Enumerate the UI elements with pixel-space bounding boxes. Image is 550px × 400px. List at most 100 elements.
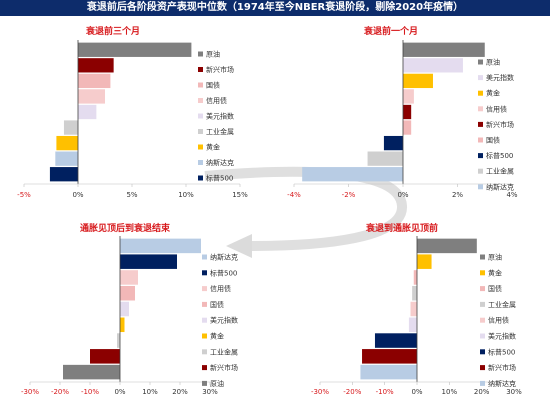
legend-label-d-工业金属: 工业金属 (488, 300, 516, 309)
bar-a-标普500 (49, 167, 78, 182)
bar-a-新兴市场 (78, 58, 114, 73)
bar-a-国债 (78, 73, 111, 89)
bar-b-新兴市场 (403, 104, 412, 120)
legend-swatch-d-工业金属 (480, 301, 485, 307)
legend-swatch-a-工业金属 (198, 129, 203, 134)
x-tick-label-b: -4% (287, 191, 301, 199)
bar-d-国债 (413, 270, 417, 285)
x-tick-label-c: 20% (172, 388, 188, 396)
bar-b-信用债 (403, 89, 414, 104)
bar-d-美元指数 (408, 317, 417, 333)
legend-label-c-纳斯达克: 纳斯达克 (210, 253, 238, 262)
legend-label-d-标普500: 标普500 (488, 347, 515, 356)
bar-b-纳斯达克 (302, 167, 403, 182)
x-tick-label-c: -10% (81, 388, 99, 396)
bar-b-美元指数 (403, 58, 463, 73)
legend-label-a-新兴市场: 新兴市场 (206, 65, 234, 74)
panel-title-c: 通胀见顶后到衰退结束 (80, 222, 171, 234)
bar-b-国债 (403, 120, 412, 135)
legend-label-b-纳斯达克: 纳斯达克 (486, 182, 514, 191)
legend-swatch-b-美元指数 (478, 75, 483, 81)
bar-c-标普500 (120, 254, 177, 269)
legend-swatch-b-纳斯达克 (478, 184, 483, 190)
legend-label-d-国债: 国债 (488, 284, 502, 293)
legend-swatch-c-国债 (202, 301, 207, 307)
bar-a-纳斯达克 (55, 151, 78, 166)
legend-swatch-a-新兴市场 (198, 67, 203, 72)
legend-label-c-工业金属: 工业金属 (210, 347, 238, 356)
legend-label-a-美元指数: 美元指数 (206, 112, 234, 121)
legend-swatch-d-原油 (480, 254, 485, 260)
cycle-arrow-head (226, 234, 252, 258)
legend-swatch-d-信用债 (480, 317, 485, 323)
legend-swatch-a-原油 (198, 51, 203, 57)
bar-d-工业金属 (412, 285, 417, 301)
legend-swatch-a-黄金 (198, 144, 203, 150)
legend-swatch-a-纳斯达克 (198, 160, 203, 165)
legend-label-d-纳斯达克: 纳斯达克 (488, 379, 516, 388)
bar-a-美元指数 (78, 104, 97, 120)
bar-d-原油 (417, 238, 477, 254)
bar-c-纳斯达克 (120, 238, 201, 254)
panel-title-b: 衰退前一个月 (363, 25, 418, 37)
bar-b-原油 (403, 42, 485, 57)
x-tick-label-c: 30% (202, 388, 218, 396)
legend-swatch-d-标普500 (480, 349, 485, 355)
x-tick-label-a: 0% (72, 191, 83, 199)
x-tick-label-a: 10% (178, 191, 194, 199)
legend-label-a-信用债: 信用债 (206, 96, 227, 105)
legend-label-c-原油: 原油 (210, 379, 224, 388)
bar-d-标普500 (374, 333, 417, 348)
x-tick-label-a: 5% (126, 191, 137, 199)
legend-swatch-c-黄金 (202, 333, 207, 339)
bar-a-信用债 (78, 89, 105, 104)
bar-b-工业金属 (367, 151, 403, 166)
legend-label-d-信用债: 信用债 (488, 316, 509, 325)
bar-c-工业金属 (117, 333, 120, 348)
legend-swatch-b-黄金 (478, 90, 483, 96)
legend-label-a-国债: 国债 (206, 81, 220, 90)
legend-label-a-工业金属: 工业金属 (206, 127, 234, 136)
legend-label-b-信用债: 信用债 (486, 104, 507, 113)
legend-swatch-b-标普500 (478, 153, 483, 159)
cycle-arrow-path (204, 166, 407, 251)
legend-label-a-原油: 原油 (206, 50, 220, 59)
legend-swatch-c-纳斯达克 (202, 254, 207, 260)
legend-swatch-d-纳斯达克 (480, 380, 485, 386)
legend-label-b-黄金: 黄金 (486, 89, 500, 98)
legend-label-d-黄金: 黄金 (488, 268, 502, 277)
x-tick-label-c: -20% (51, 388, 69, 396)
legend-swatch-b-原油 (478, 59, 483, 65)
x-tick-label-d: -10% (376, 388, 394, 396)
legend-swatch-d-国债 (480, 286, 485, 292)
chart-header: 衰退前后各阶段资产表现中位数（1974年至今NBER衰退阶段，剔除2020年疫情… (0, 0, 550, 16)
legend-label-c-新兴市场: 新兴市场 (210, 363, 238, 372)
legend-label-b-工业金属: 工业金属 (486, 167, 514, 176)
bar-d-新兴市场 (362, 349, 417, 364)
legend-swatch-b-工业金属 (478, 168, 483, 174)
legend-label-b-标普500: 标普500 (486, 151, 513, 160)
x-tick-label-b: 2% (452, 191, 463, 199)
legend-label-c-国债: 国债 (210, 300, 224, 309)
bar-a-工业金属 (63, 120, 78, 135)
legend-swatch-c-标普500 (202, 270, 207, 276)
legend-swatch-b-信用债 (478, 106, 483, 112)
bar-b-黄金 (403, 73, 433, 89)
x-tick-label-a: -5% (17, 191, 31, 199)
x-tick-label-d: 30% (506, 388, 522, 396)
x-tick-label-d: 20% (474, 388, 490, 396)
legend-swatch-d-新兴市场 (480, 365, 485, 371)
bar-c-信用债 (120, 270, 138, 285)
panel-title-a: 衰退前三个月 (85, 25, 140, 37)
legend-label-b-原油: 原油 (486, 58, 500, 67)
legend-swatch-d-美元指数 (480, 333, 485, 339)
x-tick-label-c: 0% (114, 388, 125, 396)
legend-label-c-美元指数: 美元指数 (210, 316, 238, 325)
bar-d-黄金 (417, 254, 432, 269)
x-tick-label-b: 0% (397, 191, 408, 199)
legend-label-d-美元指数: 美元指数 (488, 332, 516, 341)
legend-label-a-纳斯达克: 纳斯达克 (206, 158, 234, 167)
legend-label-b-新兴市场: 新兴市场 (486, 120, 514, 129)
legend-label-b-国债: 国债 (486, 136, 500, 145)
